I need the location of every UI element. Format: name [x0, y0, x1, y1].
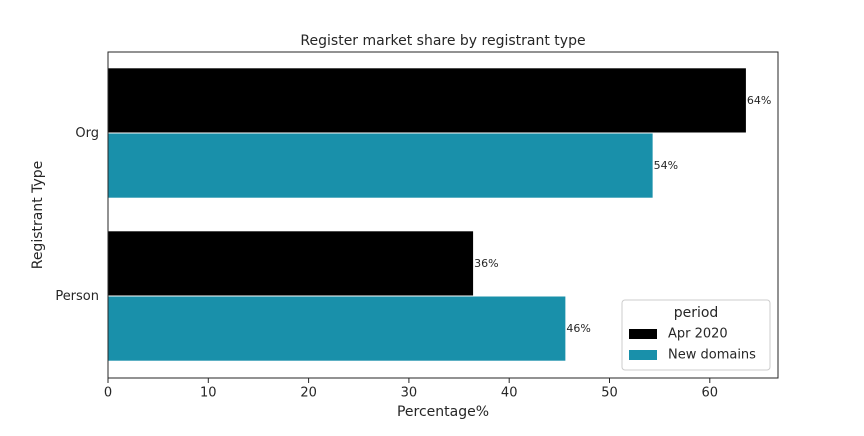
- y-tick-label: Org: [75, 126, 99, 141]
- legend-title: period: [674, 305, 719, 321]
- x-tick-label: 0: [104, 386, 112, 401]
- value-label: 36%: [474, 257, 498, 270]
- x-axis-label: Percentage%: [397, 404, 489, 420]
- plot-frame: [107, 51, 779, 379]
- legend-swatch: [629, 329, 657, 339]
- legend-swatch: [629, 350, 657, 360]
- legend-label: Apr 2020: [668, 327, 728, 342]
- value-label: 64%: [747, 94, 771, 107]
- bar: [108, 296, 566, 361]
- legend-box: [621, 299, 771, 371]
- x-tick-label: 60: [702, 386, 719, 401]
- value-label: 54%: [654, 159, 678, 172]
- bar: [108, 68, 746, 133]
- x-tick-label: 40: [501, 386, 518, 401]
- x-tick-label: 10: [200, 386, 217, 401]
- value-label: 46%: [566, 322, 590, 335]
- y-axis-label: Registrant Type: [30, 161, 46, 270]
- x-tick-label: 30: [401, 386, 418, 401]
- legend-label: New domains: [668, 348, 756, 363]
- bar: [108, 133, 653, 198]
- x-tick-label: 50: [601, 386, 618, 401]
- chart-title: Register market share by registrant type: [300, 33, 585, 49]
- bar: [108, 231, 474, 296]
- x-tick-label: 20: [300, 386, 317, 401]
- y-tick-label: Person: [55, 289, 99, 304]
